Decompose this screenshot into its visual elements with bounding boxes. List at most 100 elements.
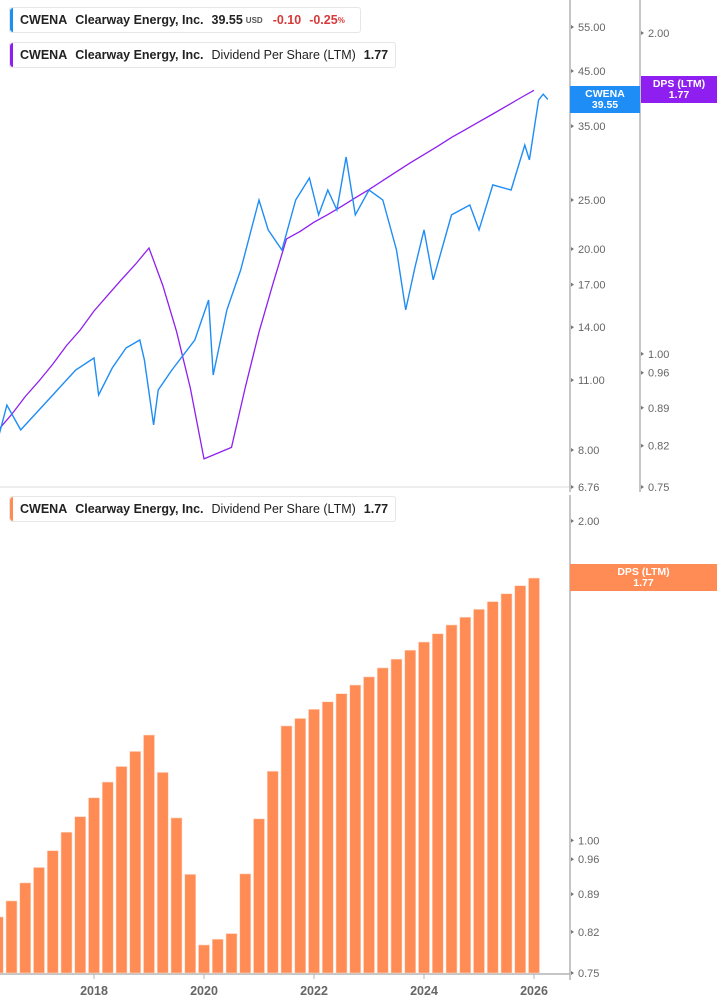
legend-price[interactable]: CWENA Clearway Energy, Inc. 39.55 USD -0… [9,7,361,33]
dps-bottom-tick-label: 2.00 [578,516,599,528]
dps-bottom-tick-mark [571,857,574,862]
legend-value: 1.77 [363,48,389,62]
tag-label: CWENA [585,87,625,100]
price-tick-label: 17.00 [578,280,606,292]
dps-bar [156,772,169,974]
legend-change-pct: -0.25 [309,13,338,27]
dps-bar [335,693,348,974]
tag-label: DPS (LTM) [652,77,706,90]
legend-metric: Dividend Per Share (LTM) [211,502,356,516]
dps-bar [184,874,197,974]
dps-bar [390,658,403,974]
price-tick-mark [571,198,574,203]
dps-bar [198,944,210,974]
dps-bar [308,709,320,974]
price-tick-mark [571,325,574,330]
dps-bar [404,649,417,974]
dps-bar [266,770,279,974]
dps-bar [225,933,238,974]
dps-bar [0,916,4,974]
dps-bar [88,797,100,974]
price-tick-mark [571,69,574,74]
dps-bar [170,817,183,974]
dps-bar [19,882,32,974]
price-tick-label: 55.00 [578,22,606,34]
dps-axis-tag-top: DPS (LTM) 1.77 [641,76,717,103]
legend-color-marker [10,497,13,521]
legend-change: -0.10 [272,13,302,27]
dps-line [0,89,535,460]
dps-bar [376,667,389,974]
legend-dps-bottom[interactable]: CWENA Clearway Energy, Inc. Dividend Per… [9,496,397,522]
dps-tick-label: 2.00 [648,28,669,40]
dps-bar [143,734,155,974]
dps-bar [349,684,362,974]
legend-company: Clearway Energy, Inc. [75,48,204,62]
dps-bar [74,816,87,974]
legend-color-marker [10,8,13,32]
legend-ticker: CWENA [20,502,68,516]
dps-bar [129,751,142,974]
dps-bottom-tick-mark [571,971,574,975]
dps-bar [473,609,485,974]
tag-value: 1.77 [668,88,690,101]
dps-bottom-tick-label: 0.82 [578,927,599,939]
legend-company: Clearway Energy, Inc. [75,502,204,516]
dps-bar [60,831,73,974]
dps-bar [253,818,265,974]
price-tick-label: 45.00 [578,66,606,78]
tag-value: 39.55 [591,98,619,111]
dps-bar [280,725,293,974]
dps-bar [459,616,472,974]
dps-tick-mark [641,351,644,356]
legend-ticker: CWENA [20,48,68,62]
x-tick-label: 2024 [410,984,438,998]
dps-bottom-tick-label: 0.75 [578,968,599,980]
legend-metric: Dividend Per Share (LTM) [211,48,356,62]
price-tick-mark [571,246,574,251]
price-tick-label: 8.00 [578,445,599,457]
price-line [0,93,549,434]
dps-tick-mark [641,405,644,410]
dps-bottom-tick-mark [571,519,574,523]
dps-bar [500,593,513,974]
price-tick-mark [571,485,574,489]
dps-tick-mark [641,31,644,35]
legend-dps-top[interactable]: CWENA Clearway Energy, Inc. Dividend Per… [9,42,397,68]
dps-bar [101,781,114,974]
price-tick-mark [571,378,574,383]
legend-company: Clearway Energy, Inc. [75,13,204,27]
dps-bar [294,718,307,974]
dps-bars [0,577,540,974]
price-tick-label: 11.00 [578,375,605,387]
price-tick-label: 14.00 [578,322,606,334]
dps-bar [211,938,224,974]
dps-bottom-tick-mark [571,929,574,934]
legend-currency: USD [245,15,263,25]
price-axis-tag: CWENA 39.55 [570,86,640,113]
dps-tick-mark [641,485,644,489]
legend-pct-sign: % [337,15,345,25]
legend-value: 1.77 [363,502,389,516]
dps-tick-label: 0.82 [648,441,669,453]
price-tick-mark [571,25,574,29]
dps-bar [431,633,444,974]
top-axes: 55.00 45.00 35.00 25.00 20.00 17.00 14.00 11.00… [0,0,669,494]
x-tick-label: 2018 [80,984,108,998]
dps-tick-mark [641,370,644,375]
dps-tick-label: 0.75 [648,482,669,494]
dps-bottom-tick-mark [571,838,574,843]
dps-bar [486,601,499,974]
price-tick-mark [571,448,574,453]
dps-bottom-tick-label: 0.96 [578,854,599,866]
dps-bottom-tick-mark [571,892,574,897]
price-tick-label: 20.00 [578,244,606,256]
tag-label: DPS (LTM) [617,565,670,578]
legend-price-value: 39.55 [211,13,243,27]
price-tick-label: 25.00 [578,195,606,207]
tag-value: 1.77 [633,576,654,589]
dps-bar [321,701,334,974]
dps-axis-tag-bottom: DPS (LTM) 1.77 [570,564,717,591]
